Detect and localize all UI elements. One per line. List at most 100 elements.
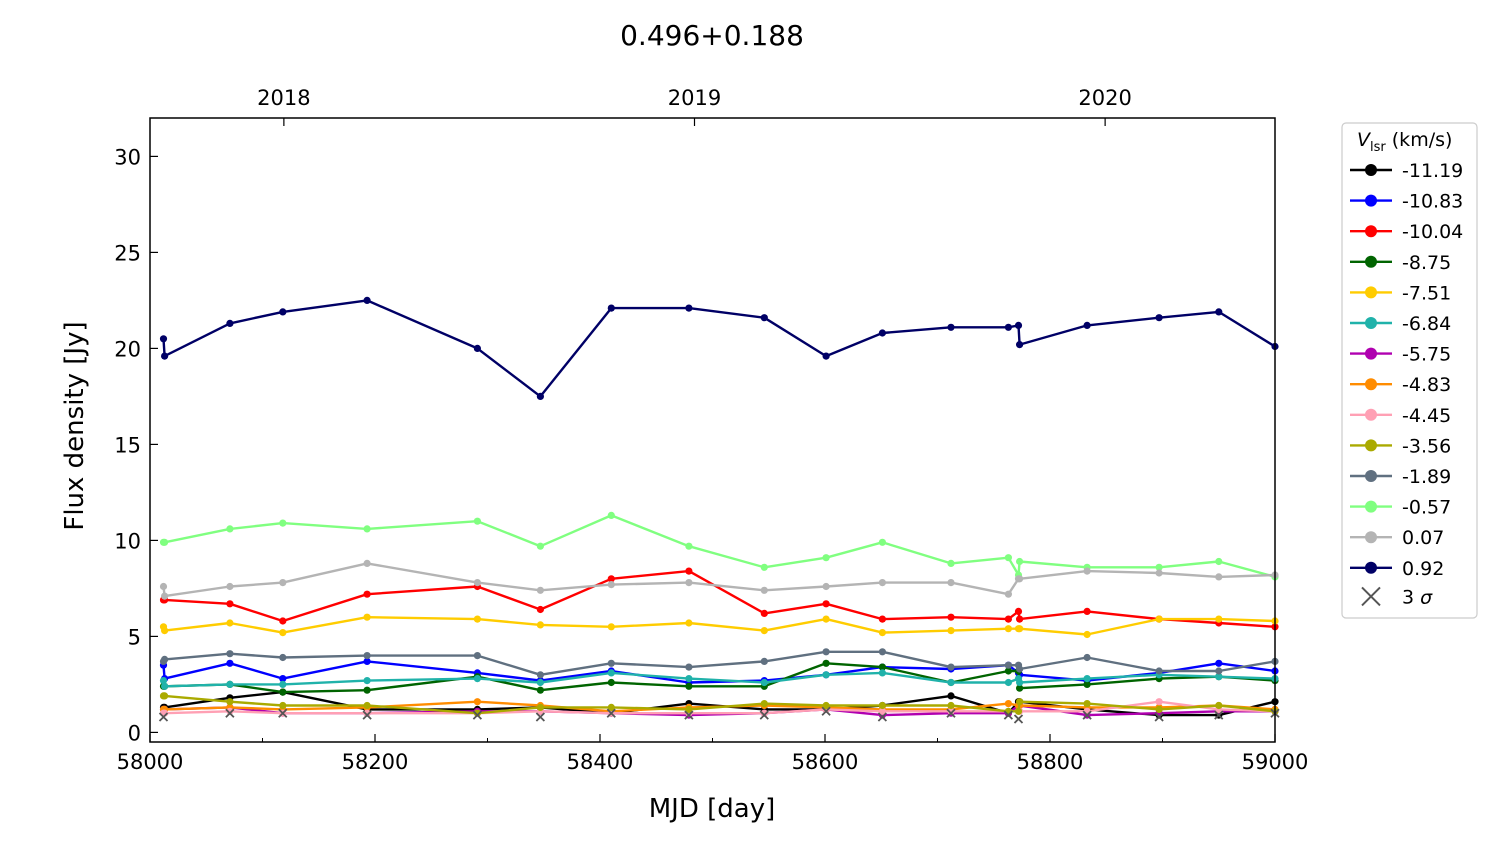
data-point <box>607 669 615 677</box>
legend-marker <box>1365 378 1377 391</box>
data-point <box>279 617 287 625</box>
data-point <box>363 590 371 598</box>
data-point <box>1215 557 1223 566</box>
data-point <box>1016 665 1024 673</box>
data-point <box>947 663 955 671</box>
series-line <box>163 569 1276 628</box>
data-point <box>1155 615 1163 623</box>
data-point <box>822 648 830 656</box>
limit-marker <box>1154 712 1164 722</box>
series-0.92 <box>159 296 1279 400</box>
legend-marker <box>1365 286 1377 299</box>
series-line <box>163 662 1276 694</box>
data-point <box>947 707 955 715</box>
plot-frame <box>149 117 1276 743</box>
data-point <box>1004 700 1013 708</box>
data-point <box>760 709 768 717</box>
data-point <box>159 677 168 685</box>
data-point <box>878 663 887 671</box>
legend-title-symbol: V <box>1357 129 1372 151</box>
top-tick-label: 2018 <box>257 86 310 110</box>
data-point <box>159 582 168 591</box>
data-point <box>159 335 168 343</box>
limit-marker <box>472 710 483 720</box>
legend-label: -4.45 <box>1402 405 1451 427</box>
legend-label: -11.19 <box>1402 160 1463 182</box>
limit-marker <box>759 710 769 720</box>
data-point <box>947 678 955 687</box>
limit-marker <box>946 708 956 718</box>
legend-label: -0.57 <box>1402 497 1451 519</box>
legend-item: -0.57 <box>1350 497 1451 519</box>
legend-label: -4.83 <box>1402 374 1451 396</box>
data-point <box>947 692 955 700</box>
data-point <box>226 650 234 658</box>
data-point <box>1155 569 1163 577</box>
data-point <box>363 701 371 710</box>
data-point <box>161 682 169 690</box>
series--1.89 <box>159 648 1279 679</box>
data-point <box>473 517 481 525</box>
legend-item: -4.83 <box>1350 374 1451 396</box>
data-point <box>226 659 234 667</box>
data-point <box>279 675 287 683</box>
legend-marker <box>1365 439 1377 452</box>
data-point <box>878 579 887 587</box>
data-point <box>279 653 287 662</box>
legend-limit-number: 3 <box>1402 586 1420 608</box>
data-point <box>947 627 955 635</box>
data-point <box>1155 563 1163 571</box>
data-point <box>536 621 545 629</box>
y-tick-label: 15 <box>114 433 141 457</box>
data-point <box>685 579 693 587</box>
data-point <box>161 655 169 664</box>
legend-item: -5.75 <box>1350 344 1451 366</box>
legend-label: -10.04 <box>1402 221 1463 243</box>
data-point <box>607 575 615 583</box>
data-point <box>226 619 234 627</box>
data-point <box>822 554 830 562</box>
data-point <box>822 600 830 608</box>
data-point <box>685 567 693 575</box>
legend-label: 0.07 <box>1402 527 1444 549</box>
data-point <box>1016 684 1024 692</box>
data-point <box>536 392 545 400</box>
legend-limit-marker <box>1361 586 1381 607</box>
plot-area <box>158 296 1280 724</box>
data-point <box>279 579 287 587</box>
y-tick-label: 20 <box>114 337 141 361</box>
series-line <box>163 694 1276 715</box>
legend-marker <box>1365 225 1377 238</box>
data-point <box>161 627 169 635</box>
limit-marker <box>821 706 831 716</box>
legend-label: -10.83 <box>1402 191 1463 213</box>
data-point <box>363 296 371 304</box>
data-point <box>536 586 545 594</box>
data-point <box>760 657 768 666</box>
x-axis: 58000 58200 58400 58600 58800 59000 <box>117 734 1308 774</box>
series--6.84 <box>159 669 1279 690</box>
data-point <box>822 352 830 360</box>
limit-marker <box>1003 710 1014 720</box>
y-tick-label: 30 <box>114 145 141 169</box>
series-line <box>163 514 1276 579</box>
legend-item: -6.84 <box>1350 313 1451 335</box>
data-point <box>473 698 481 706</box>
legend-marker <box>1365 347 1377 360</box>
legend-item: -1.89 <box>1350 466 1451 488</box>
data-point <box>1004 323 1013 331</box>
data-point <box>760 609 768 618</box>
data-point <box>878 629 887 637</box>
x-axis-label: MJD [day] <box>649 794 776 824</box>
data-point <box>947 613 955 621</box>
data-point <box>947 579 955 587</box>
data-point <box>1016 615 1024 623</box>
data-point <box>279 308 287 316</box>
data-point <box>685 682 693 690</box>
data-point <box>1016 341 1024 349</box>
data-point <box>685 542 693 550</box>
data-point <box>822 615 830 623</box>
series--7.51 <box>159 613 1279 639</box>
legend-marker <box>1365 164 1377 176</box>
